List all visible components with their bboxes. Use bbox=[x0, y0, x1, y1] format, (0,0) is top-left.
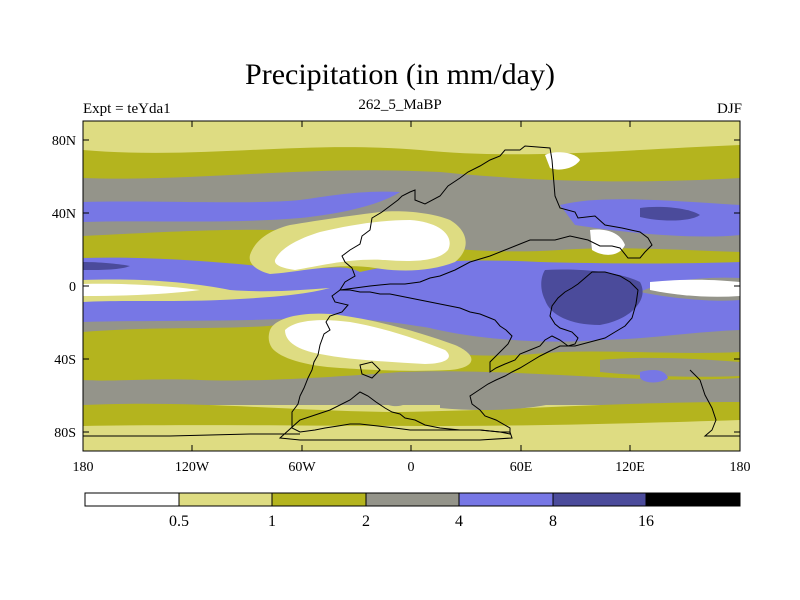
field-north-desert bbox=[274, 220, 450, 270]
lon-label: 60W bbox=[288, 460, 316, 475]
field-north-east-dark bbox=[640, 206, 700, 221]
colorbar-box bbox=[645, 492, 741, 507]
lon-ticks bbox=[191, 121, 631, 451]
lat-label: 40N bbox=[52, 207, 76, 222]
field-antarctic-gray bbox=[440, 396, 560, 410]
colorbar-label: 0.5 bbox=[169, 513, 189, 530]
colorbar-box bbox=[178, 492, 273, 507]
field-antarctic-olive bbox=[83, 402, 740, 426]
lon-label: 120E bbox=[615, 460, 645, 475]
field-east-equatorial-dry bbox=[650, 279, 740, 297]
lat-label: 80N bbox=[52, 134, 76, 149]
precip-field bbox=[83, 121, 740, 451]
field-west-dark bbox=[83, 262, 130, 270]
colorbar bbox=[84, 492, 741, 507]
coastline-south-fragment bbox=[83, 433, 300, 437]
field-maritime-dark bbox=[541, 269, 643, 325]
colorbar-label: 16 bbox=[638, 513, 654, 530]
field-south-pole bbox=[83, 433, 740, 451]
coastlines bbox=[83, 145, 740, 441]
experiment-label: Expt = teYda1 bbox=[83, 101, 171, 117]
colorbar-label: 2 bbox=[362, 513, 370, 530]
season-label: DJF bbox=[716, 101, 742, 117]
colorbar-label: 1 bbox=[268, 513, 276, 530]
field-south-desert bbox=[285, 320, 449, 364]
colorbar-box bbox=[365, 492, 460, 507]
field-south-east-gray bbox=[600, 357, 740, 377]
coastline-antarctica bbox=[278, 391, 513, 441]
field-north-olive-band bbox=[83, 145, 740, 182]
lon-label: 180 bbox=[73, 460, 94, 475]
field-asia-dry-patch bbox=[590, 229, 625, 255]
field-north-dry-patch bbox=[545, 152, 580, 170]
lon-label: 180 bbox=[730, 460, 751, 475]
lat-label: 40S bbox=[54, 353, 76, 368]
field-south-gray-band bbox=[83, 387, 339, 404]
lon-label: 0 bbox=[408, 460, 415, 475]
colorbar-box bbox=[84, 492, 180, 507]
coastline-east-fragment bbox=[689, 369, 740, 437]
period-label: 262_5_MaBP bbox=[358, 97, 442, 113]
coastline-gondwana bbox=[291, 271, 639, 435]
colorbar-box bbox=[458, 492, 554, 507]
coastline-island bbox=[359, 361, 381, 379]
lat-ticks bbox=[83, 139, 740, 433]
colorbar-label: 4 bbox=[455, 513, 463, 530]
colorbar-label: 8 bbox=[549, 513, 557, 530]
lat-label: 0 bbox=[69, 280, 76, 295]
lon-labels: 180 120W 60W 0 60E 120E 180 bbox=[73, 460, 751, 475]
colorbar-box bbox=[552, 492, 647, 507]
field-equatorial-dry bbox=[83, 283, 200, 296]
coastline-laurasia bbox=[339, 145, 653, 291]
field-antarctic-gray-2 bbox=[380, 394, 405, 407]
field-south-east-blue bbox=[640, 370, 668, 383]
colorbar-labels: 0.5 1 2 4 8 16 bbox=[169, 513, 654, 530]
field-north-pacific-blue bbox=[83, 191, 400, 222]
colorbar-box bbox=[271, 492, 367, 507]
lat-label: 80S bbox=[54, 426, 76, 441]
plot-title: Precipitation (in mm/day) bbox=[245, 58, 555, 91]
lat-labels: 80N 40N 0 40S 80S bbox=[52, 134, 76, 441]
lon-label: 60E bbox=[510, 460, 533, 475]
lon-label: 120W bbox=[175, 460, 210, 475]
